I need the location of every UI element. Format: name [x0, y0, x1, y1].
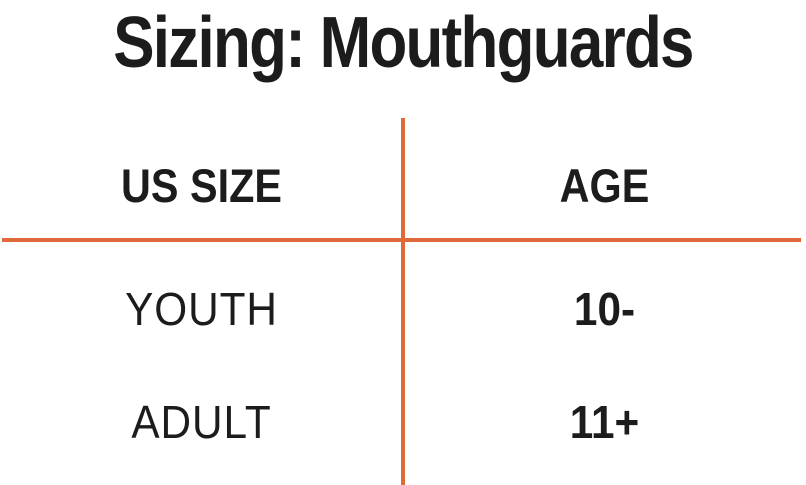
- column-header-age: AGE: [559, 159, 650, 212]
- us-size-value-adult: ADULT: [131, 396, 272, 448]
- age-value-youth: 10-: [573, 283, 636, 335]
- page-title: Sizing: Mouthguards: [113, 3, 694, 83]
- vertical-divider: [401, 118, 405, 485]
- table-header-row: US SIZE AGE: [0, 158, 806, 212]
- horizontal-divider: [2, 238, 801, 242]
- age-value-adult: 11+: [569, 396, 640, 448]
- table-row: ADULT 11+: [0, 395, 806, 448]
- column-header-us-size: US SIZE: [121, 159, 282, 212]
- table-row: YOUTH 10-: [0, 282, 806, 335]
- us-size-value-youth: YOUTH: [125, 283, 278, 335]
